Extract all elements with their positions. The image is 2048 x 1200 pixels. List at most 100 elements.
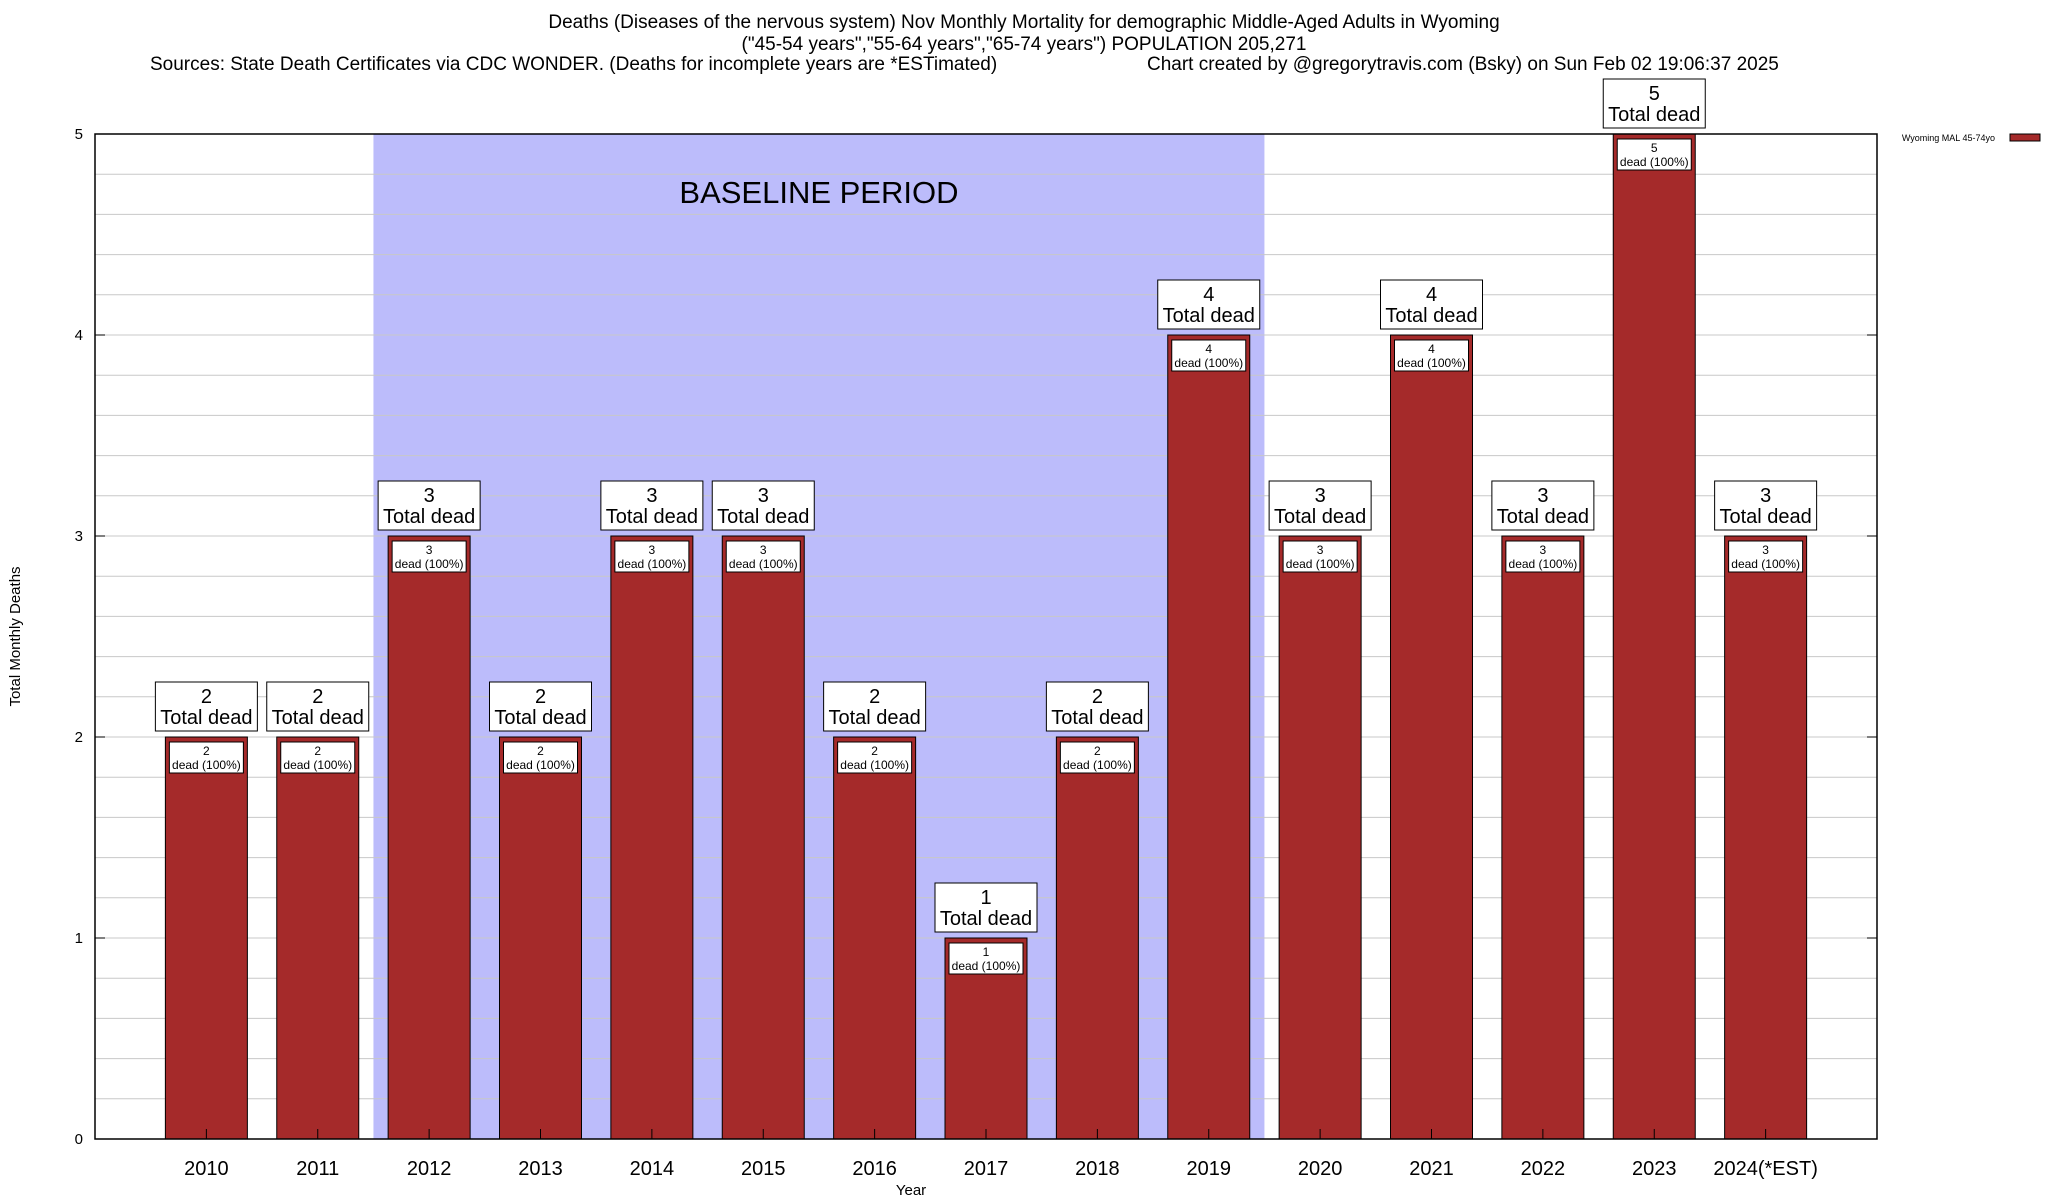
- x-tick-label: 2018: [1075, 1158, 1120, 1180]
- bar-inner-label-count: 2: [314, 744, 321, 758]
- bar-inner-label-count: 2: [537, 744, 544, 758]
- x-tick-label: 2011: [296, 1158, 339, 1180]
- bar-inner-label-box: [1059, 741, 1135, 774]
- bar-inner-label-box: [168, 741, 244, 774]
- bar-inner-label-text: dead (100%): [618, 557, 687, 571]
- bar-total-label-box: [934, 882, 1038, 933]
- bar-inner-label-box: [1394, 339, 1469, 372]
- bar-total-label-box: [1045, 681, 1149, 732]
- bar-total-label-text: Total dead: [1719, 506, 1811, 528]
- chart-credit: Chart created by @gregorytravis.com (Bsk…: [1147, 54, 1779, 75]
- bar-inner-label-box: [1505, 540, 1581, 573]
- bar: [833, 736, 917, 1140]
- bar-total-label-text: Total dead: [606, 506, 698, 528]
- bar-inner-label-text: dead (100%): [395, 557, 464, 571]
- bar-inner-label-box: [948, 942, 1024, 975]
- bar: [387, 535, 471, 1140]
- bar-inner-label-count: 3: [426, 543, 433, 557]
- bar-total-label-box: [266, 681, 370, 732]
- bar-inner-label-text: dead (100%): [283, 758, 352, 772]
- chart-title-line2: ("45-54 years","55-64 years","65-74 year…: [741, 34, 1307, 55]
- bar-inner-label-text: dead (100%): [1397, 356, 1466, 370]
- x-tick-label: 2024(*EST): [1713, 1158, 1818, 1180]
- bar-total-label-box: [377, 480, 481, 531]
- bar: [1055, 736, 1139, 1140]
- bar-total-label-value: 3: [758, 485, 769, 507]
- x-tick-label: 2022: [1521, 1158, 1566, 1180]
- bar-inner-label-count: 3: [1540, 543, 1547, 557]
- bar-inner-label-count: 1: [983, 945, 990, 959]
- bar-inner-label-count: 4: [1205, 342, 1212, 356]
- bar: [1724, 535, 1808, 1140]
- bar-inner-label-text: dead (100%): [840, 758, 909, 772]
- bar-total-label-value: 3: [424, 485, 435, 507]
- bar-total-label-value: 1: [980, 887, 991, 909]
- bar-inner-label-count: 3: [649, 543, 656, 557]
- legend-label: Wyoming MAL 45-74yo: [1902, 133, 1995, 143]
- bar-total-label-text: Total dead: [1497, 506, 1589, 528]
- legend-swatch: [2009, 133, 2041, 142]
- bar-inner-label-box: [391, 540, 467, 573]
- bar-total-label-box: [154, 681, 258, 732]
- bar-inner-label-box: [503, 741, 578, 774]
- bar-total-label-value: 2: [312, 686, 323, 708]
- bar-inner-label-text: dead (100%): [1731, 557, 1800, 571]
- x-tick-label: 2020: [1298, 1158, 1343, 1180]
- bar-total-label-value: 4: [1203, 284, 1214, 306]
- bar-inner-label-box: [1282, 540, 1358, 573]
- y-tick-label: 1: [75, 930, 83, 947]
- bar-total-label-value: 4: [1426, 284, 1437, 306]
- bar: [1278, 535, 1362, 1140]
- bar-inner-label-box: [837, 741, 913, 774]
- bar: [1390, 334, 1473, 1140]
- x-tick-label: 2017: [964, 1158, 1009, 1180]
- y-tick-label: 4: [75, 327, 83, 344]
- bar-inner-label-count: 3: [1317, 543, 1324, 557]
- legend: Wyoming MAL 45-74yo: [1902, 133, 2041, 143]
- x-tick-label: 2021: [1409, 1158, 1454, 1180]
- axis-layer: 0 1 2 3 4 5 2010 2011 2012 2013 2014 2015 2016 2017 20…: [7, 126, 1877, 1199]
- x-tick-label: 2016: [852, 1158, 897, 1180]
- x-tick-label: 2012: [407, 1158, 452, 1180]
- bar-total-label-text: Total dead: [494, 707, 586, 729]
- bar-inner-label-box: [1616, 138, 1692, 171]
- bar: [610, 535, 694, 1140]
- y-tick-label: 3: [75, 528, 83, 545]
- bar-inner-label-box: [614, 540, 690, 573]
- y-tick-label: 2: [75, 729, 83, 746]
- bar-total-label-text: Total dead: [717, 506, 809, 528]
- bar-inner-label-text: dead (100%): [1620, 155, 1689, 169]
- bar-total-label-text: Total dead: [272, 707, 364, 729]
- bar-total-label-box: [823, 681, 927, 732]
- bar-total-label-value: 3: [1537, 485, 1548, 507]
- bar-total-label-value: 2: [201, 686, 212, 708]
- bar-total-label-box: [711, 480, 815, 531]
- baseline-label: BASELINE PERIOD: [679, 175, 958, 210]
- bar-inner-label-count: 4: [1428, 342, 1435, 356]
- bar-inner-label-text: dead (100%): [1509, 557, 1578, 571]
- bar-total-label-text: Total dead: [160, 707, 252, 729]
- bar: [164, 736, 248, 1140]
- y-axis-label: Total Monthly Deaths: [7, 566, 24, 706]
- bar-inner-label-box: [725, 540, 801, 573]
- bar-inner-label-count: 3: [1762, 543, 1769, 557]
- bar-total-label-box: [1157, 279, 1261, 330]
- bar-total-label-text: Total dead: [1385, 305, 1477, 327]
- x-tick-label: 2013: [518, 1158, 563, 1180]
- bar-inner-label-text: dead (100%): [1286, 557, 1355, 571]
- x-tick-label: 2015: [741, 1158, 786, 1180]
- bar-total-label-value: 2: [869, 686, 880, 708]
- chart-sources: Sources: State Death Certificates via CD…: [150, 54, 998, 75]
- bar-total-label-value: 3: [646, 485, 657, 507]
